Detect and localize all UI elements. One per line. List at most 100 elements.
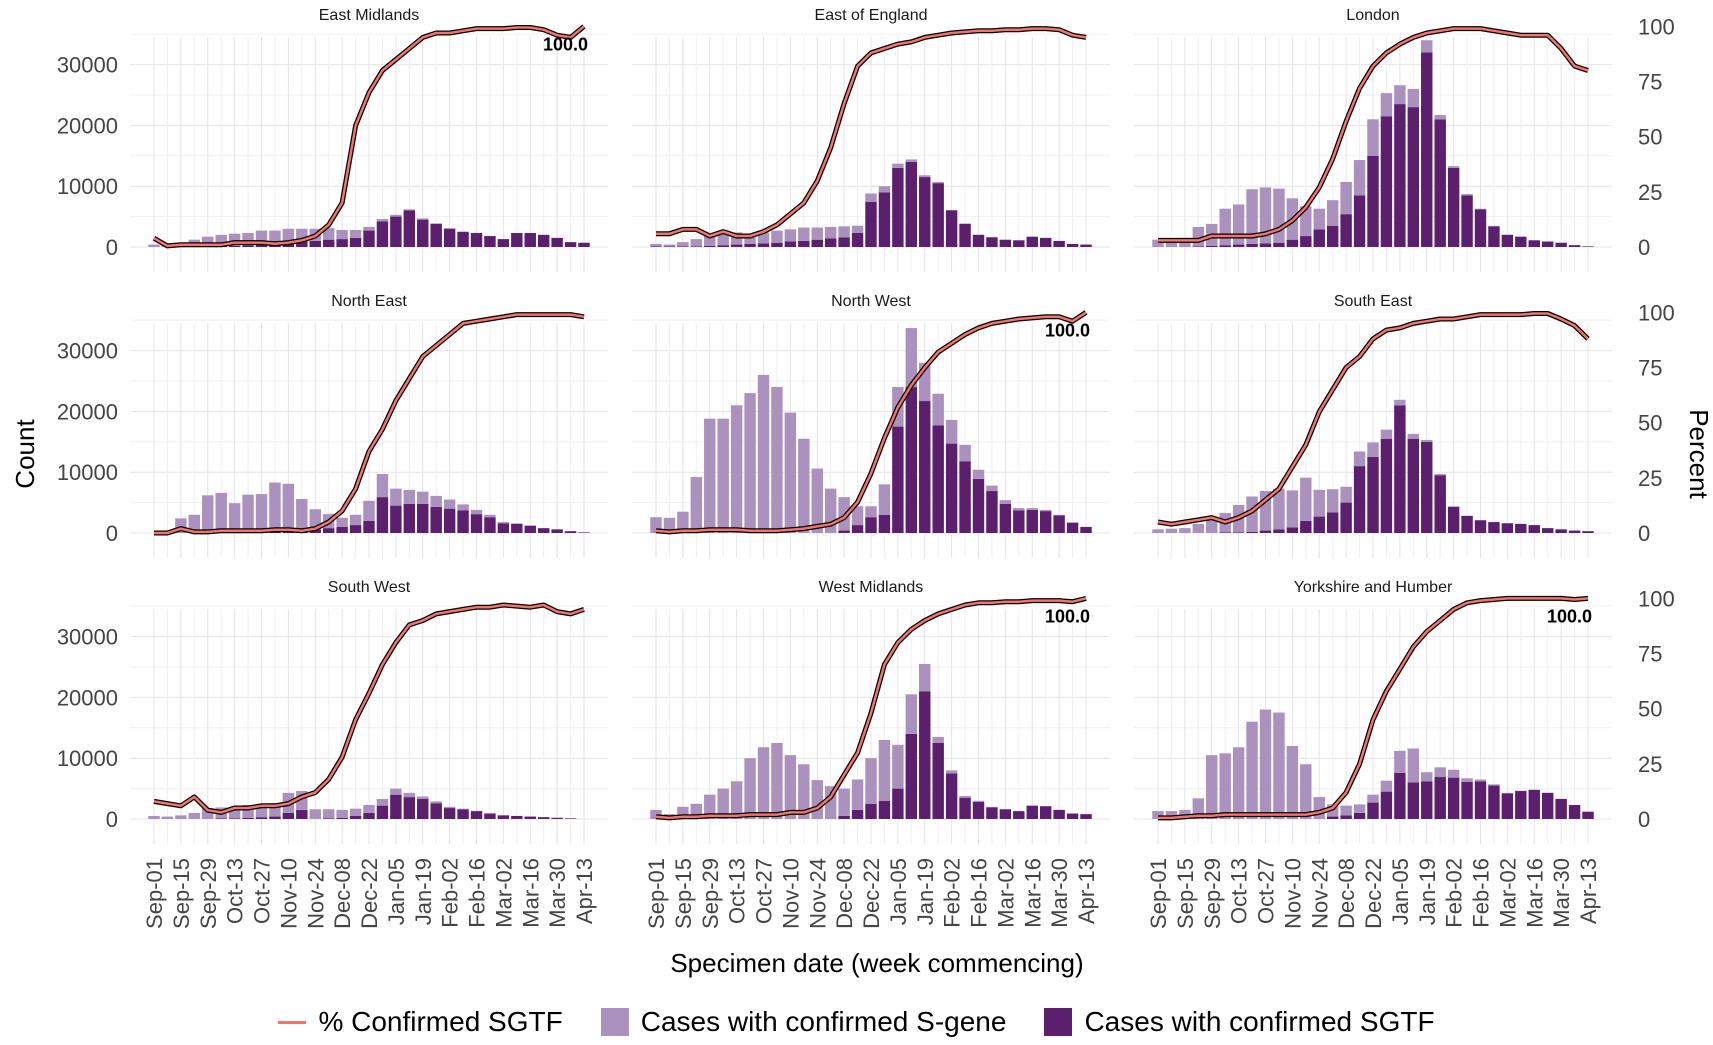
y-tick-label: 30000 <box>57 53 118 78</box>
bar-sgene <box>376 219 389 222</box>
x-tick-label: Jan-19 <box>913 858 938 925</box>
bar-sgene <box>1447 769 1460 778</box>
bar-sgtf <box>865 803 877 819</box>
bar-sgene <box>336 517 348 527</box>
bar-sgtf <box>717 245 729 247</box>
bar-sgene <box>390 214 402 217</box>
x-tick-label: Feb-02 <box>438 858 463 928</box>
y-tick-label: 20000 <box>57 113 118 138</box>
bar-sgtf <box>376 221 389 247</box>
bar-sgtf <box>322 818 335 819</box>
bar-sgtf <box>1300 236 1312 247</box>
bar-sgene <box>1232 747 1245 819</box>
x-tick-label: Jan-05 <box>384 858 409 925</box>
bar-sgene <box>1447 506 1460 507</box>
bar-sgene <box>255 803 268 818</box>
bar-sgtf <box>1026 236 1038 247</box>
panel <box>1134 595 1612 844</box>
pct-line <box>1158 27 1589 242</box>
x-tick-label: Dec-08 <box>1334 858 1359 929</box>
bar-sgtf <box>1394 104 1406 247</box>
bar-sgtf <box>484 236 496 247</box>
bar-sgene <box>1300 206 1312 237</box>
bar-sgtf <box>1555 242 1567 247</box>
bar-sgtf <box>1501 234 1514 247</box>
bar-sgene <box>309 809 321 819</box>
x-tick-label: Mar-16 <box>1522 858 1547 928</box>
bar-sgene <box>202 236 214 247</box>
bar-sgtf <box>999 239 1012 247</box>
bar-sgtf <box>1232 532 1245 533</box>
bar-sgene <box>905 328 918 388</box>
y2-tick-label: 25 <box>1638 466 1662 491</box>
y-tick-label: 10000 <box>57 174 118 199</box>
pct-line <box>153 25 585 248</box>
x-tick-label: Dec-22 <box>859 858 884 929</box>
bar-sgene <box>1434 767 1446 778</box>
bar-sgene <box>296 228 308 242</box>
panel <box>1134 26 1612 272</box>
bar-sgene <box>784 229 797 242</box>
bar-sgtf <box>564 818 577 819</box>
bar-sgtf <box>322 239 335 247</box>
x-tick-label: Sep-29 <box>1200 858 1225 929</box>
bar-sgtf <box>1232 244 1245 247</box>
y2-tick-label: 75 <box>1638 356 1662 381</box>
bar-sgene <box>1447 166 1460 168</box>
bar-sgene <box>202 495 214 533</box>
bar-sgtf <box>986 807 998 819</box>
bar-sgtf <box>1219 532 1231 533</box>
bar-sgene <box>650 809 662 819</box>
x-tick-label: Oct-13 <box>1227 858 1252 924</box>
x-tick-label: Mar-30 <box>545 858 570 928</box>
bar-sgtf <box>1568 245 1581 247</box>
bar-sgtf <box>1246 531 1258 533</box>
bar-sgtf <box>537 528 550 533</box>
bar-sgene <box>443 228 456 229</box>
bar-sgtf <box>215 818 227 819</box>
x-tick-label: Feb-16 <box>465 858 490 928</box>
bar-sgtf <box>1039 806 1052 819</box>
bar-sgtf <box>690 246 703 247</box>
x-tick-label: Nov-10 <box>276 858 301 929</box>
bar-sgene <box>986 806 998 808</box>
bar-sgtf <box>497 523 510 533</box>
bar-sgene <box>1407 748 1420 783</box>
bar-sgene <box>148 815 160 819</box>
x-tick-label: Sep-01 <box>644 858 669 929</box>
bar-sgtf <box>282 812 295 819</box>
bar-sgene <box>403 489 416 504</box>
bar-sgtf <box>484 517 496 533</box>
bar-sgene <box>1394 399 1406 406</box>
bar-sgtf <box>228 818 241 819</box>
bar-sgene <box>1474 779 1487 782</box>
bar-sgene <box>349 514 362 526</box>
bar-sgtf <box>1313 229 1325 247</box>
bar-sgtf <box>524 525 536 533</box>
bar-sgtf <box>1488 522 1500 533</box>
bar-sgene <box>363 500 375 521</box>
bar-sgene <box>1259 491 1272 531</box>
legend-item-sgtf: Cases with confirmed SGTF <box>1044 1006 1435 1038</box>
bar-sgene <box>905 694 918 734</box>
legend-label-sgtf: Cases with confirmed SGTF <box>1084 1006 1435 1037</box>
bar-sgene <box>784 755 797 819</box>
bar-sgene <box>677 242 689 247</box>
bar-sgene <box>717 788 729 819</box>
bar-sgene <box>1421 772 1433 782</box>
legend-key-sgene <box>600 1008 629 1036</box>
bar-sgtf <box>1501 523 1514 533</box>
bar-sgene <box>919 175 931 178</box>
y-tick-label: 20000 <box>57 685 118 710</box>
bar-sgtf <box>524 233 536 247</box>
bar-sgtf <box>457 809 469 819</box>
bar-sgtf <box>1407 438 1420 533</box>
bar-sgtf <box>1053 809 1065 819</box>
bar-sgene <box>363 805 375 813</box>
bar-sgene <box>824 488 837 533</box>
bar-sgene <box>945 419 958 444</box>
bar-sgene <box>1246 189 1258 244</box>
bar-sgene <box>959 795 971 798</box>
bar-sgene <box>1434 115 1446 120</box>
bar-sgtf <box>457 510 469 533</box>
